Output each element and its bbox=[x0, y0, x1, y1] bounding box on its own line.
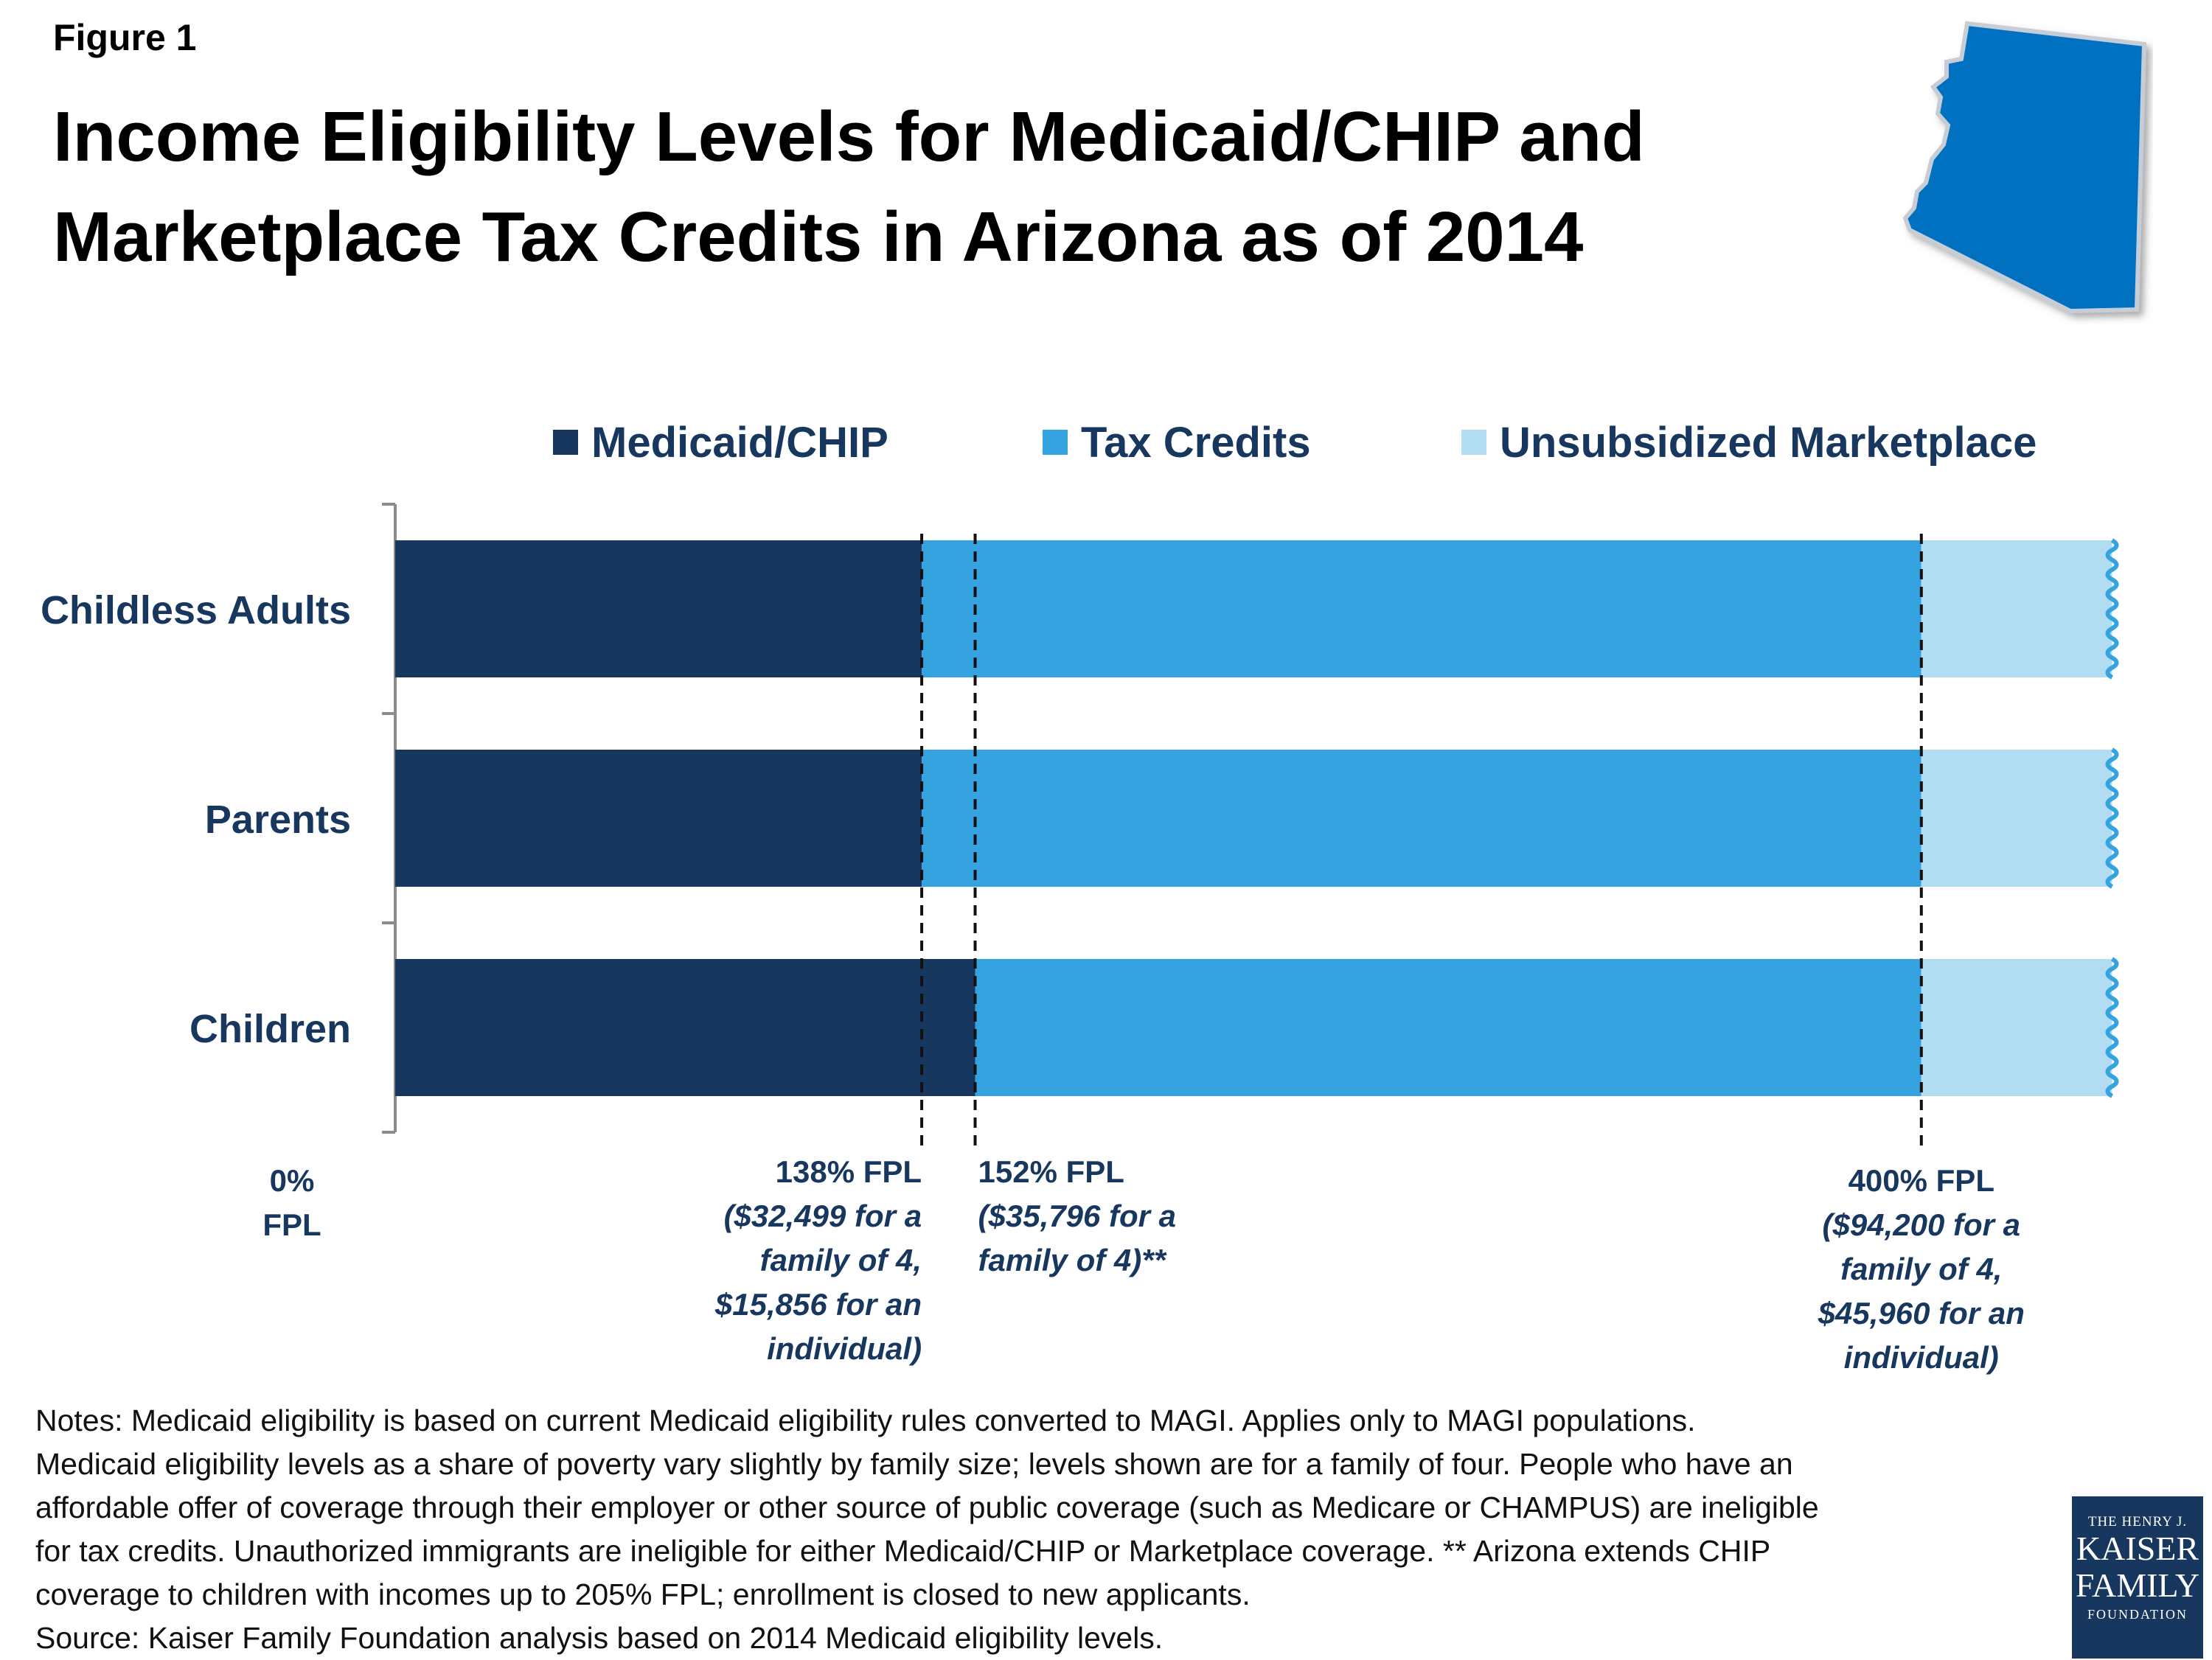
tick-label-note: family of 4)** bbox=[978, 1243, 1166, 1277]
tick-label-note: family of 4, bbox=[1840, 1252, 2003, 1286]
logo-line-3: FAMILY bbox=[2075, 1566, 2200, 1604]
tick-label-value: 138% FPL bbox=[775, 1154, 922, 1189]
logo-line-2: KAISER bbox=[2076, 1530, 2199, 1567]
legend-item-unsubsidized: Unsubsidized Marketplace bbox=[1461, 413, 2037, 472]
legend-item-tax-credits: Tax Credits bbox=[1043, 413, 1311, 472]
bar-unsubsidized-marketplace-2 bbox=[1921, 959, 2112, 1096]
tick-label-note: ($35,796 for a bbox=[978, 1199, 1177, 1233]
tick-label-152: 152% FPL ($35,796 for a family of 4)** bbox=[978, 1150, 1214, 1283]
logo-line-4: FOUNDATION bbox=[2087, 1607, 2188, 1622]
bar-unsubsidized-marketplace-0 bbox=[1921, 540, 2112, 677]
chart-title: Income Eligibility Levels for Medicaid/C… bbox=[53, 87, 1749, 287]
bar-tax-credits-1 bbox=[922, 750, 1921, 887]
bar-tax-credits-2 bbox=[975, 959, 1921, 1096]
source-line: Source: Kaiser Family Foundation analysi… bbox=[35, 1621, 1164, 1655]
notes-line: affordable offer of coverage through the… bbox=[35, 1490, 1819, 1524]
axis-break-wave bbox=[2105, 957, 2119, 1098]
legend: Medicaid/CHIP Tax Credits Unsubsidized M… bbox=[0, 413, 2212, 472]
tick-label-note: individual) bbox=[767, 1331, 922, 1366]
notes: Notes: Medicaid eligibility is based on … bbox=[35, 1399, 2085, 1660]
tick-label-400: 400% FPL ($94,200 for a family of 4, $45,96… bbox=[1804, 1159, 2039, 1380]
bar-tax-credits-0 bbox=[922, 540, 1921, 677]
bar-medicaid-chip-2 bbox=[395, 959, 975, 1096]
arizona-map-icon bbox=[1902, 21, 2147, 314]
tick-label-value: FPL bbox=[262, 1207, 321, 1242]
tick-label-note: ($94,200 for a bbox=[1822, 1207, 2021, 1242]
category-label: Childless Adults bbox=[41, 588, 351, 632]
legend-label-medicaid: Medicaid/CHIP bbox=[591, 418, 888, 467]
kff-logo: THE HENRY J. KAISER FAMILY FOUNDATION bbox=[2072, 1496, 2203, 1659]
notes-line: Medicaid eligibility levels as a share o… bbox=[35, 1447, 1793, 1481]
tick-label-value: 400% FPL bbox=[1848, 1163, 1994, 1198]
logo-line-1: THE HENRY J. bbox=[2087, 1514, 2188, 1530]
tick-label-note: ($32,499 for a bbox=[723, 1199, 922, 1233]
tick-label-138: 138% FPL ($32,499 for a family of 4, $15,85… bbox=[686, 1150, 922, 1371]
legend-swatch-medicaid bbox=[553, 430, 578, 455]
notes-line: coverage to children with incomes up to … bbox=[35, 1577, 1251, 1611]
notes-line: for tax credits. Unauthorized immigrants… bbox=[35, 1534, 1771, 1568]
tick-label-note: family of 4, bbox=[759, 1243, 922, 1277]
axis-break-wave bbox=[2105, 747, 2119, 889]
tick-label-0: 0% FPL bbox=[233, 1159, 351, 1247]
tick-label-value: 0% bbox=[269, 1163, 315, 1198]
title-line-1: Income Eligibility Levels for Medicaid/C… bbox=[53, 97, 1645, 176]
legend-label-unsubsidized: Unsubsidized Marketplace bbox=[1500, 418, 2037, 467]
legend-swatch-unsubsidized bbox=[1461, 430, 1486, 455]
figure-label: Figure 1 bbox=[53, 17, 197, 58]
bar-medicaid-chip-1 bbox=[395, 750, 922, 887]
legend-swatch-tax-credits bbox=[1043, 430, 1068, 455]
category-label: Parents bbox=[205, 798, 351, 842]
tick-label-note: $45,960 for an bbox=[1818, 1296, 2025, 1331]
tick-label-note: $15,856 for an bbox=[714, 1287, 922, 1322]
tick-label-note: individual) bbox=[1843, 1340, 1999, 1375]
title-line-2: Marketplace Tax Credits in Arizona as of… bbox=[53, 198, 1584, 276]
bar-medicaid-chip-0 bbox=[395, 540, 922, 677]
notes-line: Notes: Medicaid eligibility is based on … bbox=[35, 1403, 1696, 1437]
tick-label-value: 152% FPL bbox=[978, 1154, 1124, 1189]
axis-break-wave bbox=[2105, 538, 2119, 680]
bar-unsubsidized-marketplace-1 bbox=[1921, 750, 2112, 887]
legend-item-medicaid: Medicaid/CHIP bbox=[553, 413, 888, 472]
legend-label-tax-credits: Tax Credits bbox=[1081, 418, 1311, 467]
category-label: Children bbox=[189, 1007, 351, 1051]
